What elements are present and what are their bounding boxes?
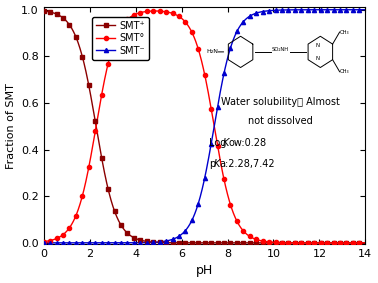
Text: a:2.28,7.42: a:2.28,7.42	[219, 159, 275, 169]
Text: not dissolved: not dissolved	[248, 116, 313, 126]
Text: K: K	[214, 159, 220, 169]
Text: p: p	[209, 159, 215, 169]
Text: ow:0.28: ow:0.28	[229, 138, 267, 147]
X-axis label: pH: pH	[196, 264, 213, 277]
Text: Log: Log	[209, 138, 227, 147]
Text: K: K	[223, 138, 229, 147]
Text: Water solubility： Almost: Water solubility： Almost	[221, 97, 339, 107]
Y-axis label: Fraction of SMT: Fraction of SMT	[6, 83, 15, 169]
Legend: SMT⁺, SMT°, SMT⁻: SMT⁺, SMT°, SMT⁻	[92, 17, 149, 60]
